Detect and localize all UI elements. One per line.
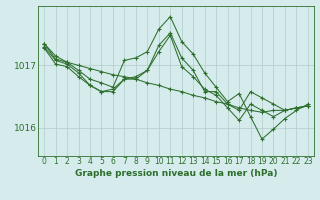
X-axis label: Graphe pression niveau de la mer (hPa): Graphe pression niveau de la mer (hPa)	[75, 169, 277, 178]
